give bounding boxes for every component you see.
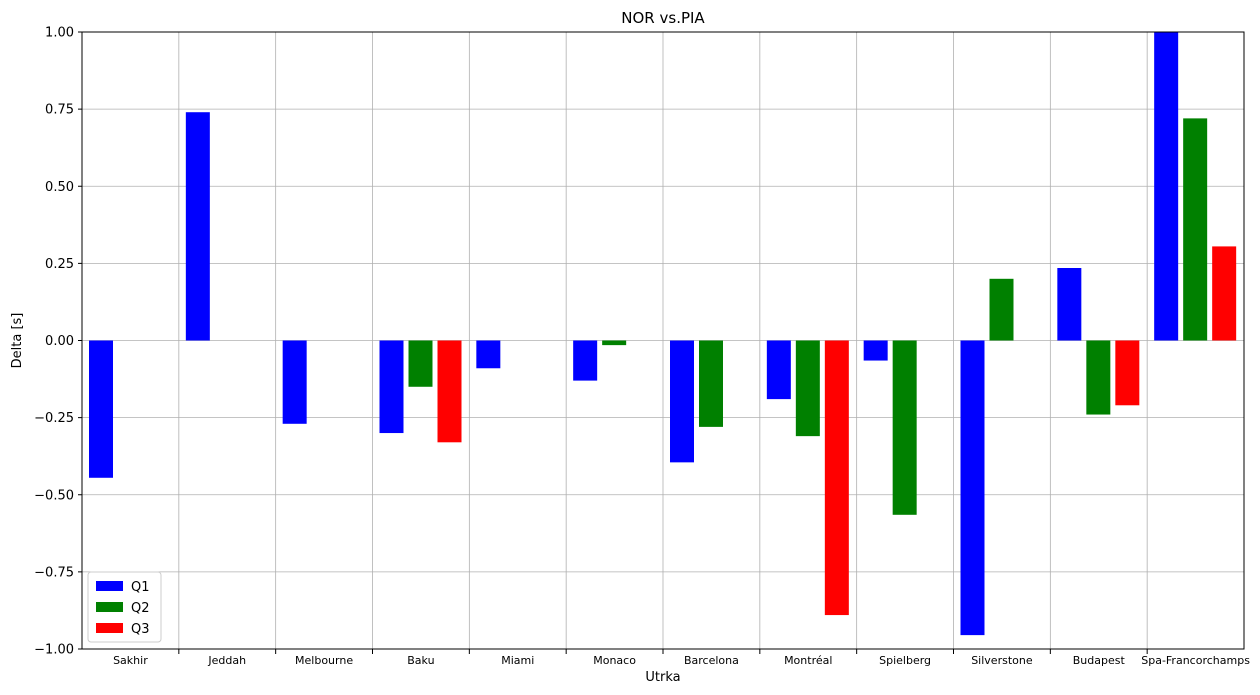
x-tick-label: Silverstone xyxy=(971,654,1033,667)
x-axis-label: Utrka xyxy=(645,670,680,685)
bar-q1-spielberg xyxy=(863,340,888,361)
y-tick-label: −0.75 xyxy=(34,565,74,580)
bar-q1-melbourne xyxy=(282,340,307,424)
x-tick-label: Baku xyxy=(407,654,434,667)
x-tick-label: Jeddah xyxy=(207,654,246,667)
x-tick-label: Barcelona xyxy=(684,654,739,667)
x-tick-label: Miami xyxy=(501,654,534,667)
legend-swatch-q2 xyxy=(96,602,123,612)
legend-swatch-q1 xyxy=(96,581,123,591)
legend-swatch-q3 xyxy=(96,623,123,633)
bar-q2-spielberg xyxy=(892,340,917,515)
x-tick-label: Montréal xyxy=(784,654,832,667)
x-tick-label: Spa-Francorchamps xyxy=(1141,654,1250,667)
bar-q2-monaco xyxy=(602,340,627,346)
y-tick-label: 0.25 xyxy=(45,257,74,272)
x-tick-label: Monaco xyxy=(593,654,636,667)
bar-q3-spa-francorchamps xyxy=(1212,246,1237,341)
y-tick-label: −1.00 xyxy=(34,643,74,658)
bar-q1-budapest xyxy=(1057,268,1082,341)
bar-q3-montréal xyxy=(824,340,849,616)
y-tick-label: 0.00 xyxy=(45,334,74,349)
bar-q3-budapest xyxy=(1115,340,1140,406)
y-tick-label: 1.00 xyxy=(45,26,74,41)
bar-q2-montréal xyxy=(795,340,820,437)
x-tick-label: Sakhir xyxy=(113,654,148,667)
bar-q1-spa-francorchamps xyxy=(1154,32,1179,341)
y-axis-label: Delta [s] xyxy=(10,313,25,369)
chart-title: NOR vs.PIA xyxy=(621,9,705,27)
legend-label-q3: Q3 xyxy=(131,622,150,637)
y-tick-label: 0.75 xyxy=(45,103,74,118)
x-tick-label: Melbourne xyxy=(295,654,353,667)
x-axis-ticks: Sakhir Jeddah Melbourne Baku Miami Monaco Barc… xyxy=(113,649,1250,667)
x-tick-label: Budapest xyxy=(1073,654,1126,667)
legend: Q1 Q2 Q3 xyxy=(87,571,162,643)
bar-q3-baku xyxy=(437,340,462,443)
bar-q1-monaco xyxy=(573,340,598,381)
y-axis-ticks: 1.00 0.75 0.50 0.25 0.00 −0.25 −0.50 −0.75 −1.00 xyxy=(34,26,82,658)
bar-q2-silverstone xyxy=(989,278,1014,341)
bar-q1-jeddah xyxy=(185,112,210,341)
legend-label-q1: Q1 xyxy=(131,580,150,595)
bar-q1-silverstone xyxy=(960,340,985,636)
x-tick-label: Spielberg xyxy=(879,654,931,667)
bar-q2-barcelona xyxy=(699,340,723,427)
bar-q1-miami xyxy=(476,340,501,369)
bar-q1-baku xyxy=(379,340,404,434)
bar-q1-sakhir xyxy=(89,340,113,478)
bar-q2-budapest xyxy=(1086,340,1111,415)
y-tick-label: −0.50 xyxy=(34,488,74,503)
bar-q2-baku xyxy=(408,340,433,387)
y-tick-label: −0.25 xyxy=(34,411,74,426)
bar-q2-spa-francorchamps xyxy=(1183,118,1208,341)
legend-label-q2: Q2 xyxy=(131,601,150,616)
y-tick-label: 0.50 xyxy=(45,180,74,195)
bar-q1-barcelona xyxy=(670,340,694,463)
bars xyxy=(89,32,1237,636)
bar-q1-montréal xyxy=(766,340,791,400)
